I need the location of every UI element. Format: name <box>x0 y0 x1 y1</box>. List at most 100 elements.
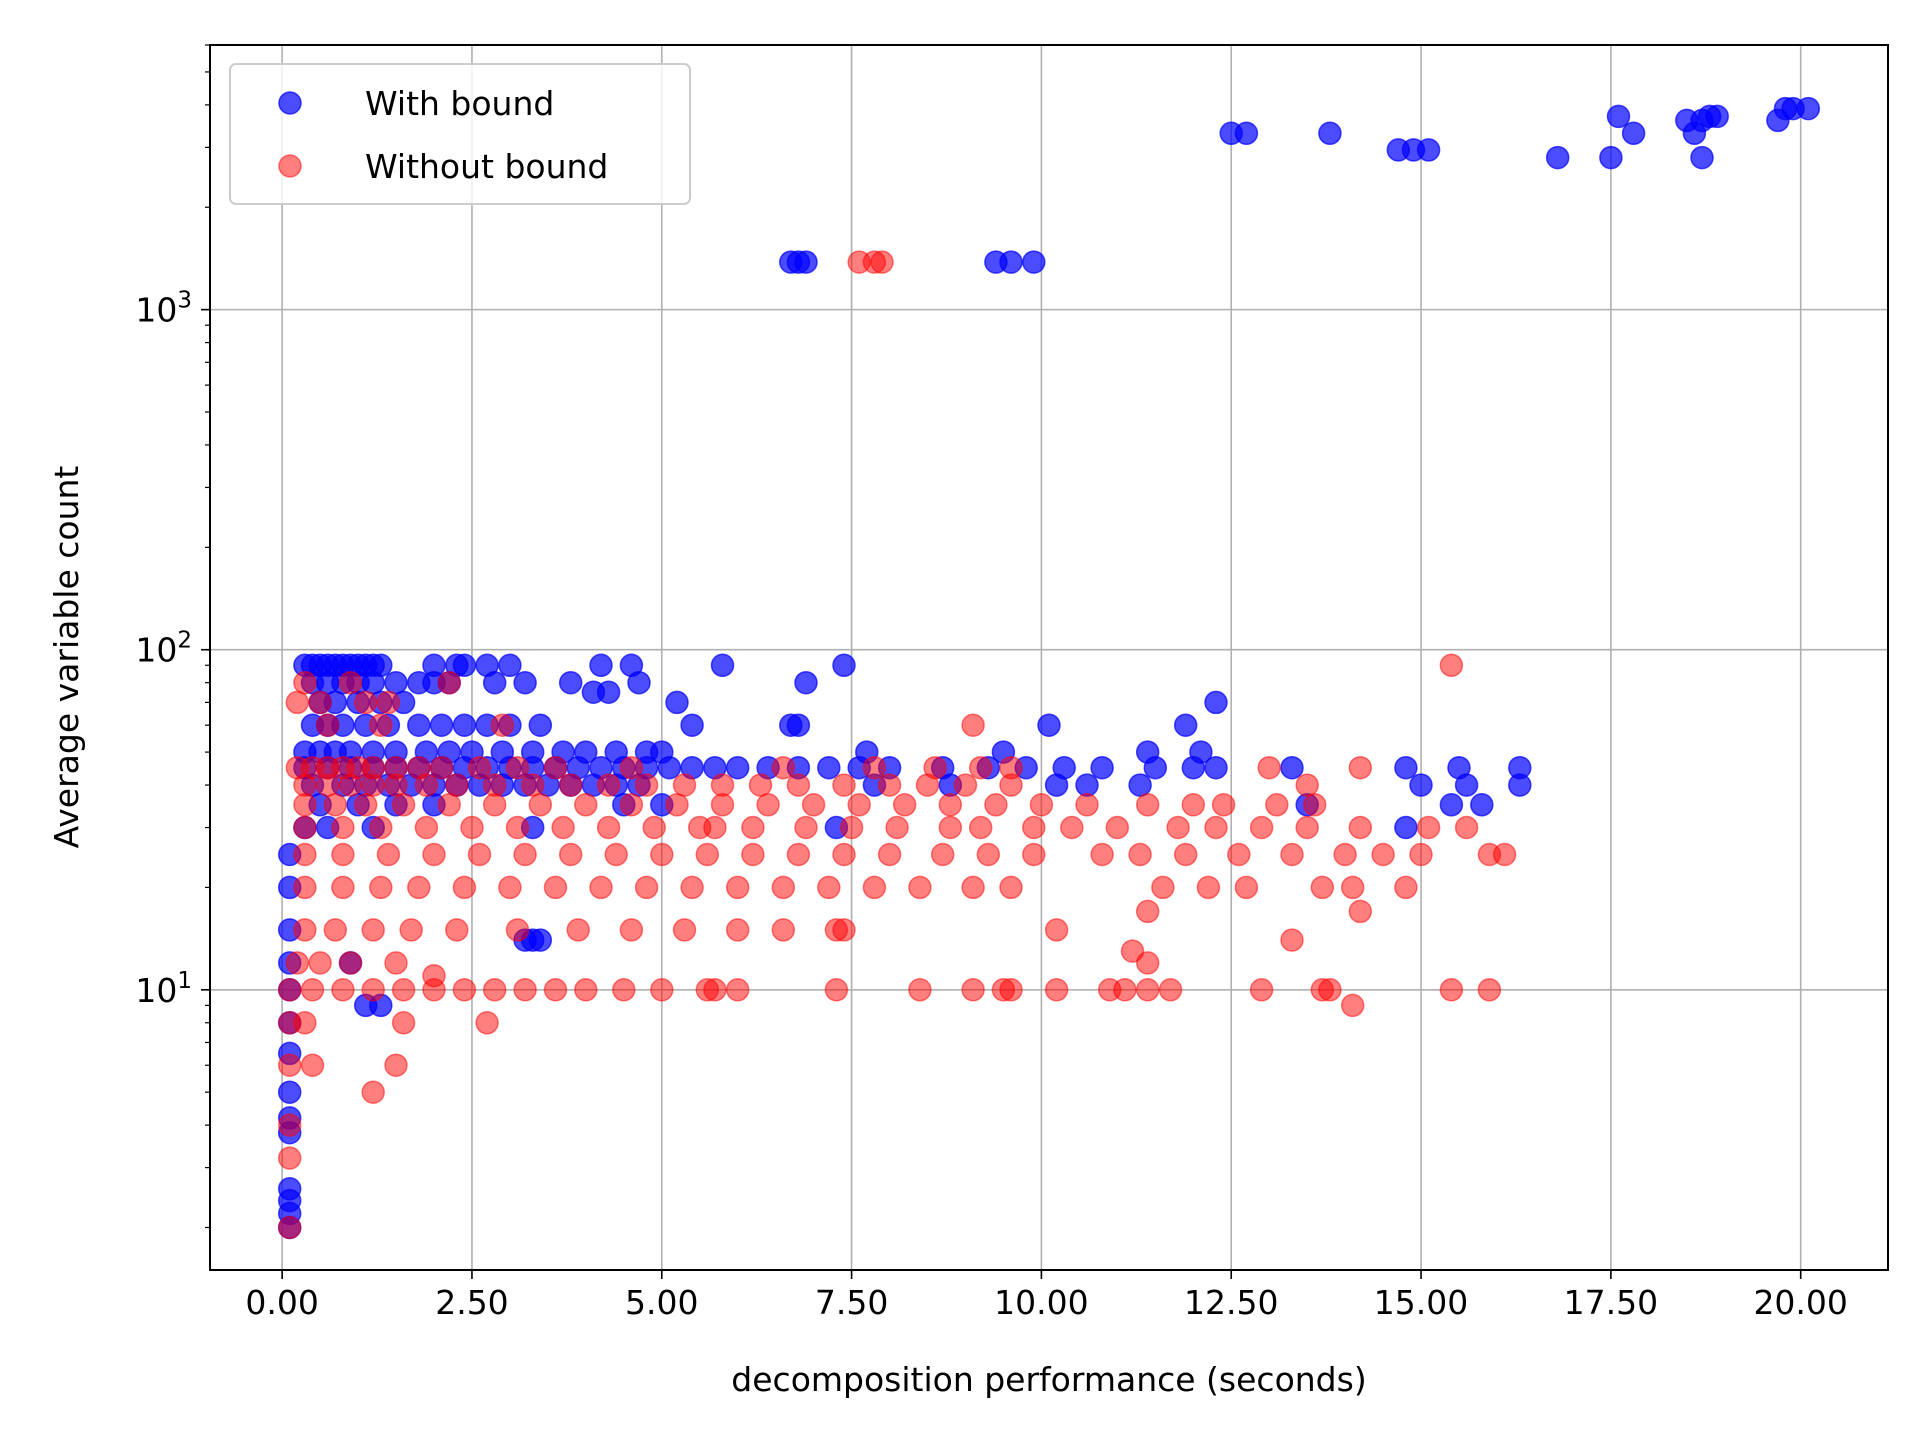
data-point <box>619 918 644 942</box>
data-point <box>1143 755 1168 780</box>
data-point <box>930 842 955 867</box>
data-point <box>452 875 477 900</box>
data-point <box>277 1113 302 1137</box>
data-point <box>391 1011 416 1035</box>
data-point <box>391 978 416 1002</box>
data-point <box>968 755 993 780</box>
data-point <box>1280 842 1304 867</box>
data-point <box>498 875 522 900</box>
data-point <box>1135 793 1160 817</box>
data-point <box>1348 815 1373 840</box>
data-point <box>384 670 408 695</box>
y-axis-label: Average variable count <box>47 466 86 849</box>
data-point <box>1416 815 1441 840</box>
data-point <box>703 978 727 1002</box>
data-point <box>1690 145 1714 170</box>
data-point <box>703 815 727 840</box>
data-point <box>429 755 454 780</box>
data-point <box>300 1053 325 1077</box>
data-point <box>1409 842 1433 867</box>
data-point <box>277 1146 302 1170</box>
data-point <box>725 875 750 900</box>
data-point <box>1166 815 1190 840</box>
data-point <box>1113 978 1137 1002</box>
data-point <box>627 670 651 695</box>
data-point <box>293 793 317 817</box>
data-point <box>953 773 978 797</box>
x-tick-label: 7.50 <box>815 1283 888 1322</box>
data-point <box>1135 899 1160 924</box>
data-point <box>794 670 818 695</box>
data-point <box>1022 815 1046 840</box>
data-point <box>968 815 993 840</box>
data-point <box>665 690 689 715</box>
data-point <box>369 875 393 900</box>
data-point <box>1606 104 1631 129</box>
data-point <box>862 875 887 900</box>
data-point <box>467 842 492 867</box>
data-point <box>984 793 1008 817</box>
data-point <box>915 773 940 797</box>
data-point <box>293 1011 317 1035</box>
data-point <box>369 815 393 840</box>
data-point <box>315 773 340 797</box>
data-point <box>1265 793 1289 817</box>
data-point <box>323 918 348 942</box>
data-point <box>1310 875 1335 900</box>
data-point <box>558 842 583 867</box>
data-point <box>786 842 811 867</box>
data-point <box>315 713 340 737</box>
data-point <box>596 680 621 704</box>
data-point <box>1249 815 1274 840</box>
data-point <box>331 842 355 867</box>
data-point <box>399 918 423 942</box>
data-point <box>801 793 826 817</box>
data-point <box>1173 713 1198 737</box>
data-point <box>839 815 864 840</box>
data-point <box>1599 145 1623 170</box>
data-point <box>725 918 750 942</box>
data-point <box>300 978 325 1002</box>
data-point <box>1037 713 1061 737</box>
data-point <box>1796 96 1821 121</box>
axis-ticks: 0.00 2.50 5.00 7.50 10.00 12.50 15.00 17.50 20.0… <box>135 44 1848 1322</box>
data-point <box>361 918 385 942</box>
data-point <box>1302 793 1327 817</box>
data-point <box>285 690 310 715</box>
data-point <box>786 773 811 797</box>
x-tick-label: 10.00 <box>994 1283 1088 1322</box>
x-tick-label: 5.00 <box>625 1283 698 1322</box>
data-point <box>612 978 636 1002</box>
data-point <box>338 773 363 797</box>
data-point <box>422 842 446 867</box>
data-point <box>1318 121 1342 146</box>
data-point <box>938 815 963 840</box>
data-point <box>437 670 461 695</box>
data-point <box>574 978 598 1002</box>
data-point <box>1477 978 1502 1002</box>
data-point <box>908 978 932 1002</box>
data-point <box>1234 875 1259 900</box>
data-point <box>741 815 765 840</box>
data-point <box>1348 899 1373 924</box>
data-point <box>1394 815 1418 840</box>
data-point <box>429 713 454 737</box>
data-point <box>672 918 697 942</box>
data-point <box>467 755 492 780</box>
data-point <box>1105 815 1130 840</box>
data-point <box>505 815 530 840</box>
data-point <box>1295 815 1319 840</box>
data-point <box>1295 773 1319 797</box>
data-point <box>1545 145 1570 170</box>
data-point <box>1454 815 1479 840</box>
y-tick-label: 101 <box>135 968 192 1010</box>
legend-box <box>229 63 691 205</box>
data-point <box>634 773 659 797</box>
y-tick-label: 102 <box>135 628 192 670</box>
legend-marker-without-bound <box>278 154 302 178</box>
data-point <box>999 978 1023 1002</box>
data-point <box>596 815 621 840</box>
data-point <box>634 875 659 900</box>
data-point <box>725 755 750 780</box>
